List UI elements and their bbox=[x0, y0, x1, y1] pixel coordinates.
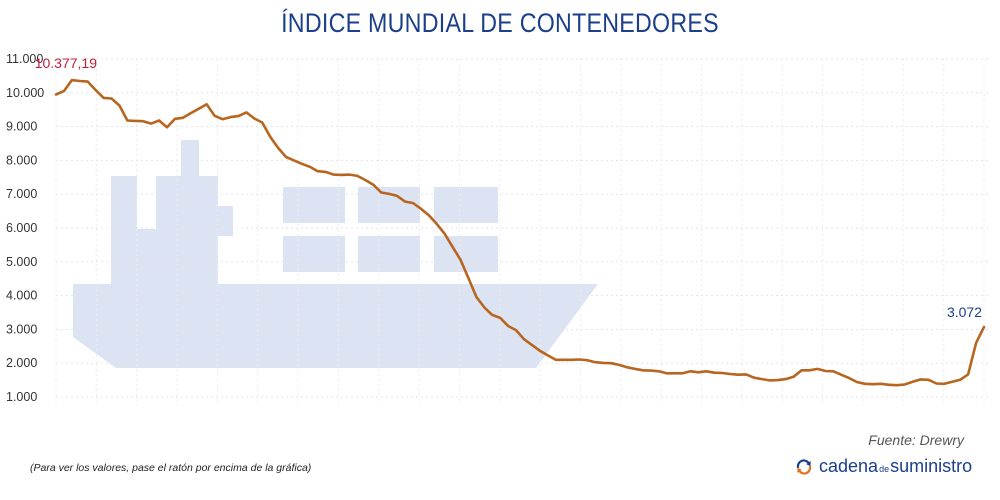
brand-logo[interactable]: cadena de suministro bbox=[795, 456, 972, 477]
y-tick-label: 4.000 bbox=[6, 289, 37, 303]
chart-title: ÍNDICE MUNDIAL DE CONTENEDORES bbox=[281, 8, 719, 38]
ship-illustration bbox=[73, 140, 598, 368]
last-value-label: 3.072 bbox=[947, 304, 982, 320]
grid bbox=[55, 58, 990, 405]
series-layer bbox=[54, 78, 986, 387]
max-value-label: 10.377,19 bbox=[35, 55, 97, 71]
y-tick-label: 2.000 bbox=[6, 356, 37, 370]
hover-note: (Para ver los valores, pase el ratón por… bbox=[30, 462, 312, 474]
annotation-layer: 10.377,19 3.072 bbox=[35, 55, 982, 320]
container bbox=[434, 236, 498, 272]
series-line[interactable] bbox=[54, 78, 986, 387]
y-axis: 1.000 2.000 3.000 4.000 5.000 6.000 7.000 8.000… bbox=[6, 52, 44, 404]
y-tick-label: 11.000 bbox=[6, 52, 43, 66]
ship-funnel bbox=[181, 140, 199, 200]
container bbox=[283, 236, 345, 272]
y-tick-label: 7.000 bbox=[6, 187, 37, 201]
cycle-arrows-icon bbox=[796, 458, 812, 475]
y-tick-label: 6.000 bbox=[6, 221, 37, 235]
brand-word-de: de bbox=[879, 464, 890, 474]
y-tick-label: 9.000 bbox=[6, 120, 37, 134]
container bbox=[434, 187, 498, 223]
source-credit: Fuente: Drewry bbox=[868, 432, 964, 448]
y-tick-label: 5.000 bbox=[6, 255, 37, 269]
y-tick-label: 3.000 bbox=[6, 322, 37, 336]
brand-word-suministro: suministro bbox=[890, 456, 973, 476]
y-tick-label: 1.000 bbox=[6, 390, 37, 404]
y-tick-label: 10.000 bbox=[6, 86, 44, 100]
y-tick-label: 8.000 bbox=[6, 153, 37, 167]
container bbox=[358, 187, 420, 223]
container bbox=[283, 187, 345, 223]
brand-word-cadena: cadena bbox=[819, 456, 879, 476]
ship-hull bbox=[73, 284, 598, 368]
container bbox=[358, 236, 420, 272]
ship-bridge-wing bbox=[200, 206, 233, 236]
